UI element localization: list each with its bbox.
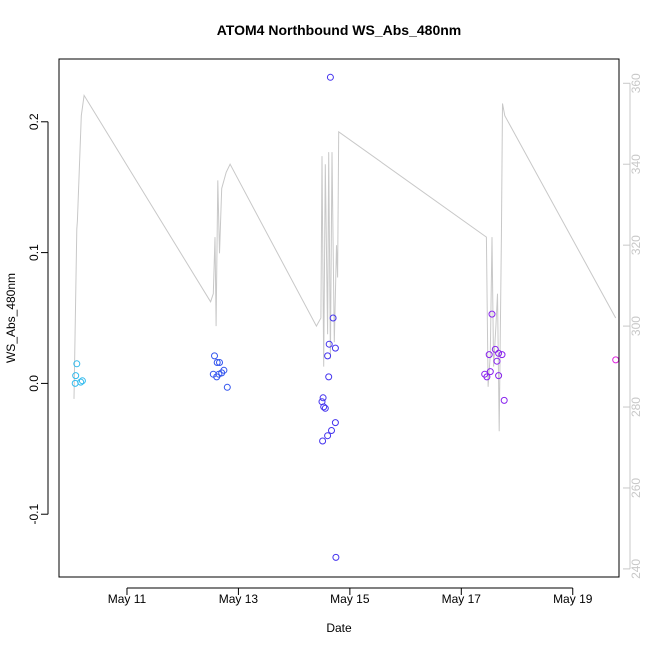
data-point [213,359,221,366]
data-point [331,344,339,352]
y2-tick-label: 280 [629,397,643,417]
data-point [495,349,503,357]
data-point [332,553,340,561]
y-axis-left: -0.1 0.0 0.1 0.2 [27,113,49,525]
data-point [485,351,493,359]
x-axis: May 11 May 13 May 15 May 17 May 19 [108,587,593,606]
data-point [329,314,337,322]
x-tick-label: May 17 [442,592,482,606]
data-point [483,373,491,381]
data-point [500,396,508,404]
y-axis-title: WS_Abs_480nm [4,273,18,363]
data-point [72,372,80,380]
y2-tick-label: 360 [629,73,643,93]
data-point [325,340,333,348]
y-tick-label: 0.2 [27,113,41,130]
x-tick-label: May 15 [330,592,370,606]
y2-tick-label: 320 [629,235,643,255]
data-point [486,368,494,376]
x-axis-title: Date [326,621,352,635]
y2-tick-label: 340 [629,154,643,174]
secondary-line-series [73,93,617,432]
y-tick-label: -0.1 [27,504,41,525]
data-point [324,352,332,360]
x-tick-label: May 11 [108,592,147,606]
data-point [319,437,327,445]
data-point [488,310,496,318]
data-point [498,351,506,359]
x-tick-label: May 19 [553,592,593,606]
scatter-points [71,73,620,561]
data-point [493,357,501,365]
data-point [211,352,218,360]
data-point [319,394,327,402]
chart-title: ATOM4 Northbound WS_Abs_480nm [217,22,462,38]
data-point [495,372,503,380]
data-point [328,427,335,434]
data-point [320,403,328,411]
data-point [220,366,228,374]
y-axis-right: 240 260 280 300 320 340 360 [623,73,643,579]
y2-tick-label: 260 [629,478,643,498]
data-point [326,73,334,81]
y2-tick-label: 300 [629,316,643,336]
data-point [321,404,329,412]
secondary-line [73,93,617,432]
data-point [223,383,231,391]
y2-tick-label: 240 [629,559,643,579]
data-point [331,419,339,427]
data-point [324,432,332,440]
data-point [78,377,86,385]
plot-frame [58,58,620,578]
data-point [77,378,85,386]
y-tick-label: 0.0 [27,375,41,392]
y-tick-label: 0.1 [27,244,41,261]
data-point [216,359,223,366]
data-point [325,373,333,381]
data-point [73,360,81,368]
x-tick-label: May 13 [219,592,259,606]
